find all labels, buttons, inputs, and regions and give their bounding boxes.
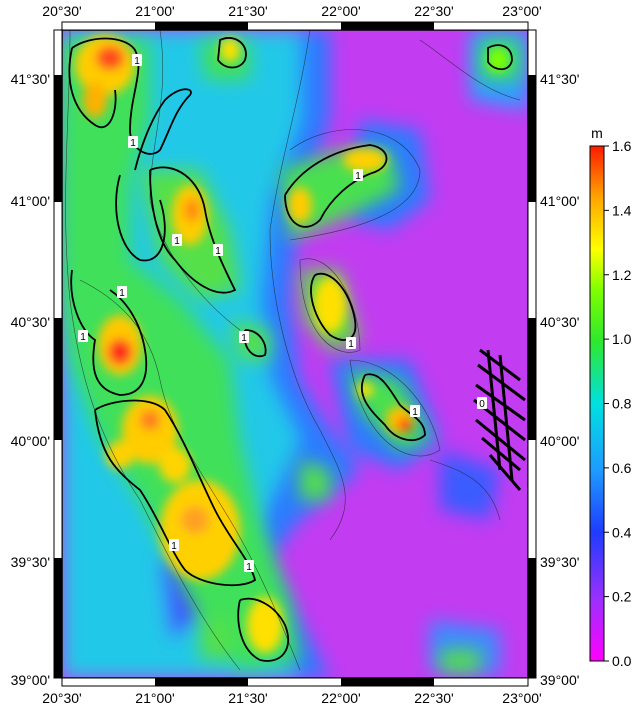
lat-label: 40°30' [540,314,579,330]
contour-label-box [78,330,88,342]
contour-label-box [477,397,487,409]
lat-label: 39°30' [11,554,50,570]
contour-label-box [172,234,182,246]
contour-label-box [244,560,254,572]
map-border [53,21,537,687]
contour-label-box [117,286,127,298]
contour-label: 1 [246,562,252,573]
lat-label: 40°00' [11,433,50,449]
colorbar-tick-label: 1.6 [612,138,632,154]
contour-label: 1 [134,56,140,67]
lat-label: 39°00' [11,672,50,688]
contour-label: 1 [348,339,354,350]
contour-label-box [213,244,223,256]
map-area: 1 1 1 1 1 1 1 1 1 1 1 1 0 [62,30,528,678]
lon-label: 20°30' [42,690,81,706]
colorbar-gradient [589,145,605,662]
colorbar-tick-label: 1.0 [612,331,632,347]
thick-contours [68,37,513,662]
lon-label: 23°00' [502,3,541,19]
contour-label: 1 [80,332,86,343]
lat-labels-right: 41°30' 41°00' 40°30' 40°00' 39°30' 39°00… [540,71,579,688]
contour-label: 1 [174,236,180,247]
lat-label: 41°00' [540,193,579,209]
lat-label: 41°30' [11,71,50,87]
contour-label: 1 [130,138,136,149]
colorbar-tick-label: 0.0 [612,653,632,669]
lon-label: 21°30' [228,3,267,19]
colorbar-tick-label: 0.4 [612,524,632,540]
contour-label: 1 [119,288,125,299]
contour-label: 1 [241,333,247,344]
contour-label: 1 [215,246,221,257]
colorbar-tick-label: 1.2 [612,267,632,283]
colorbar-tick-label: 0.8 [612,396,632,412]
colorbar: m 1.6 1.4 1.2 1.0 0.8 0.6 0.4 0.2 0.0 [589,125,632,669]
lon-label: 21°00' [135,3,174,19]
lon-label: 20°30' [42,3,81,19]
contour-label-box [346,337,356,349]
lon-label: 22°30' [414,3,453,19]
lon-label: 21°00' [135,690,174,706]
colorbar-tick-label: 0.2 [612,589,632,605]
contour-label-box [132,54,142,66]
contour-label: 1 [171,541,177,552]
high-level-field [75,35,508,653]
lon-label: 21°30' [228,690,267,706]
contour-label: 0 [479,399,485,410]
lat-label: 39°00' [540,672,579,688]
green-level-field [62,40,520,672]
colorbar-unit: m [591,125,603,141]
colorbar-tick-label: 0.6 [612,460,632,476]
lon-label: 22°00' [321,690,360,706]
lon-label: 22°30' [414,690,453,706]
lat-label: 41°00' [11,193,50,209]
contour-label: 1 [355,171,361,182]
lat-label: 40°00' [540,433,579,449]
lon-label: 23°00' [502,690,541,706]
lat-label: 40°30' [11,314,50,330]
contour-label: 1 [412,407,418,418]
colorbar-ticks: 1.6 1.4 1.2 1.0 0.8 0.6 0.4 0.2 0.0 [604,138,632,669]
lat-label: 41°30' [540,71,579,87]
contour-label-box [353,169,363,181]
lat-labels-left: 41°30' 41°00' 40°30' 40°00' 39°30' 39°00… [11,71,50,688]
lon-label: 22°00' [321,3,360,19]
contour-label-box [128,136,138,148]
contour-label-box [410,405,420,417]
lon-labels-top: 20°30' 21°00' 21°30' 22°00' 22°30' 23°00… [42,3,541,19]
contour-labels: 1 1 1 1 1 1 1 1 1 1 1 1 0 [78,54,487,573]
contour-label-box [239,331,249,343]
contour-label-box [169,539,179,551]
lon-labels-bottom: 20°30' 21°00' 21°30' 22°00' 22°30' 23°00… [42,690,541,706]
lat-label: 39°30' [540,554,579,570]
hatched-area [470,340,528,500]
colorbar-tick-label: 1.4 [612,202,632,218]
